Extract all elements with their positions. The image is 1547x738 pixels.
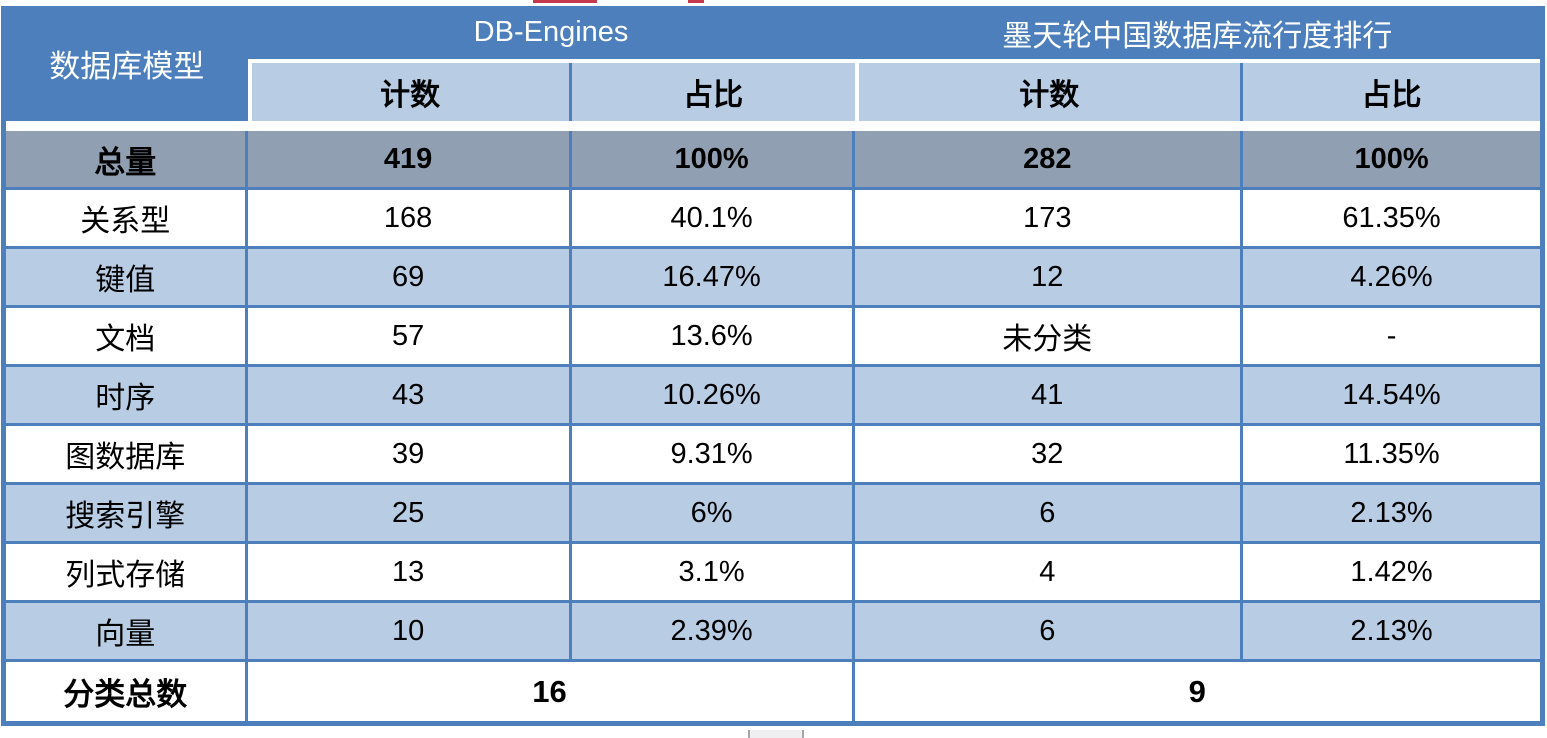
row-label: 分类总数 bbox=[6, 662, 248, 721]
modb-count-cell: 4 bbox=[854, 544, 1244, 603]
row-label: 总量 bbox=[6, 131, 248, 190]
cropped-text-artifact bbox=[688, 0, 704, 3]
modb-count-cell: 未分类 bbox=[854, 308, 1244, 367]
modb-share-cell: 1.42% bbox=[1243, 544, 1540, 603]
horizontal-scrollbar-fragment[interactable] bbox=[748, 730, 804, 738]
sub-header-modb-share: 占比 bbox=[1243, 63, 1540, 121]
database-model-comparison-table: 数据库模型 DB-Engines 墨天轮中国数据库流行度排行 计数 占比 计数 … bbox=[1, 6, 1545, 726]
modb-share-cell: 14.54% bbox=[1243, 367, 1540, 426]
row-label: 向量 bbox=[6, 603, 248, 662]
row-label: 键值 bbox=[6, 249, 248, 308]
db-share-cell: 40.1% bbox=[571, 190, 855, 249]
db-share-cell: 16.47% bbox=[571, 249, 855, 308]
db-count-cell: 43 bbox=[247, 367, 572, 426]
table-body: 关系型 168 40.1% 173 61.35% 键值 69 16.47% 12… bbox=[6, 190, 1540, 662]
modb-share-cell: 2.13% bbox=[1243, 485, 1540, 544]
row-label: 列式存储 bbox=[6, 544, 248, 603]
modb-share-cell: 4.26% bbox=[1243, 249, 1540, 308]
table-row-vector: 向量 10 2.39% 6 2.13% bbox=[6, 603, 1540, 662]
comparison-table: 数据库模型 DB-Engines 墨天轮中国数据库流行度排行 计数 占比 计数 … bbox=[6, 6, 1540, 721]
modb-count-cell: 12 bbox=[854, 249, 1244, 308]
modb-count-cell: 6 bbox=[854, 485, 1244, 544]
modb-count-cell: 6 bbox=[854, 603, 1244, 662]
db-share-cell: 2.39% bbox=[571, 603, 855, 662]
table-row-category-totals: 分类总数 16 9 bbox=[6, 662, 1540, 721]
db-count-cell: 69 bbox=[247, 249, 572, 308]
table-row-columnar: 列式存储 13 3.1% 4 1.42% bbox=[6, 544, 1540, 603]
sub-header-row: 计数 占比 计数 占比 bbox=[6, 63, 1540, 121]
group-header-modb-ranking: 墨天轮中国数据库流行度排行 bbox=[854, 6, 1540, 63]
db-count-cell: 419 bbox=[247, 131, 572, 190]
corner-header-database-model: 数据库模型 bbox=[6, 6, 248, 121]
db-share-cell: 13.6% bbox=[571, 308, 855, 367]
modb-count-cell: 282 bbox=[854, 131, 1244, 190]
sub-header-modb-count: 计数 bbox=[854, 63, 1244, 121]
modb-category-total-cell: 9 bbox=[854, 662, 1540, 721]
db-share-cell: 10.26% bbox=[571, 367, 855, 426]
table-row-key-value: 键值 69 16.47% 12 4.26% bbox=[6, 249, 1540, 308]
modb-share-cell: 100% bbox=[1243, 131, 1540, 190]
group-header-db-engines: DB-Engines bbox=[247, 6, 855, 63]
db-share-cell: 6% bbox=[571, 485, 855, 544]
modb-share-cell: 11.35% bbox=[1243, 426, 1540, 485]
modb-count-cell: 173 bbox=[854, 190, 1244, 249]
header-gap-band bbox=[6, 121, 1540, 131]
sub-header-db-count: 计数 bbox=[247, 63, 572, 121]
table-row-document: 文档 57 13.6% 未分类 - bbox=[6, 308, 1540, 367]
db-share-cell: 100% bbox=[571, 131, 855, 190]
modb-count-cell: 41 bbox=[854, 367, 1244, 426]
row-label: 关系型 bbox=[6, 190, 248, 249]
db-share-cell: 9.31% bbox=[571, 426, 855, 485]
db-category-total-cell: 16 bbox=[247, 662, 855, 721]
cropped-text-artifact bbox=[533, 0, 597, 3]
db-count-cell: 57 bbox=[247, 308, 572, 367]
modb-share-cell: 2.13% bbox=[1243, 603, 1540, 662]
row-label: 时序 bbox=[6, 367, 248, 426]
table-header: 数据库模型 DB-Engines 墨天轮中国数据库流行度排行 计数 占比 计数 … bbox=[6, 6, 1540, 121]
modb-count-cell: 32 bbox=[854, 426, 1244, 485]
table-row-total: 总量 419 100% 282 100% bbox=[6, 131, 1540, 190]
db-count-cell: 168 bbox=[247, 190, 572, 249]
row-label: 搜索引擎 bbox=[6, 485, 248, 544]
db-count-cell: 13 bbox=[247, 544, 572, 603]
group-header-row: 数据库模型 DB-Engines 墨天轮中国数据库流行度排行 bbox=[6, 6, 1540, 121]
db-share-cell: 3.1% bbox=[571, 544, 855, 603]
table-row-search-engine: 搜索引擎 25 6% 6 2.13% bbox=[6, 485, 1540, 544]
row-label: 文档 bbox=[6, 308, 248, 367]
db-count-cell: 39 bbox=[247, 426, 572, 485]
modb-share-cell: 61.35% bbox=[1243, 190, 1540, 249]
db-count-cell: 10 bbox=[247, 603, 572, 662]
sub-header-db-share: 占比 bbox=[571, 63, 855, 121]
table-row-graph: 图数据库 39 9.31% 32 11.35% bbox=[6, 426, 1540, 485]
row-label: 图数据库 bbox=[6, 426, 248, 485]
db-count-cell: 25 bbox=[247, 485, 572, 544]
table-row-relational: 关系型 168 40.1% 173 61.35% bbox=[6, 190, 1540, 249]
modb-share-cell: - bbox=[1243, 308, 1540, 367]
table-row-time-series: 时序 43 10.26% 41 14.54% bbox=[6, 367, 1540, 426]
